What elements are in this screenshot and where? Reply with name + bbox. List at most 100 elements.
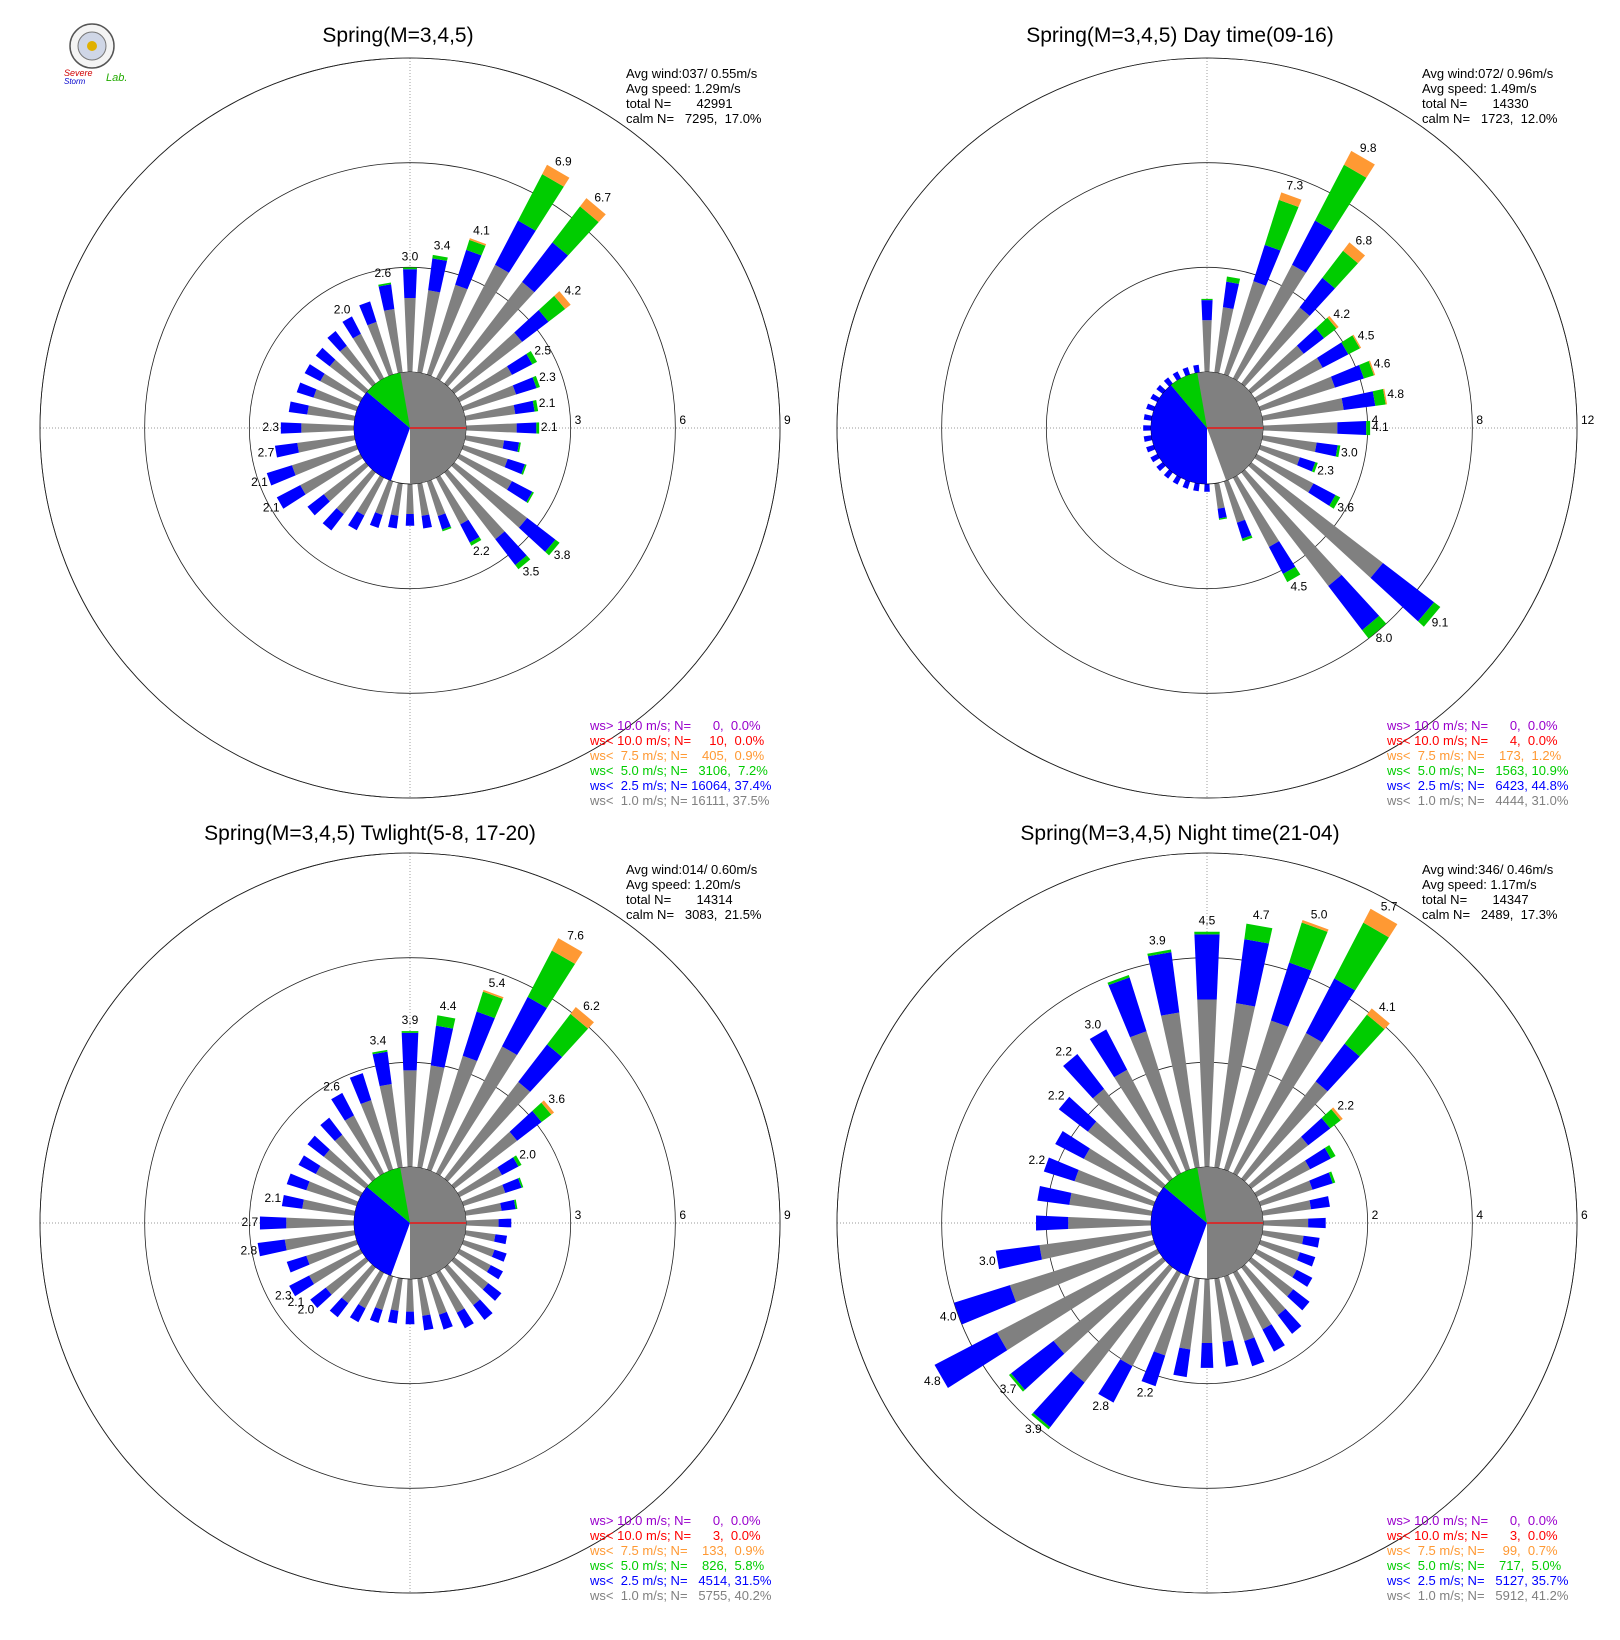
legend-entry: ws< 7.5 m/s; N= 133, 0.9% <box>589 1543 765 1558</box>
bar-segment-lt1 <box>426 479 446 517</box>
bar-segment-lt25 <box>438 1311 453 1330</box>
range-ring <box>144 957 676 1489</box>
bar-value-label: 2.8 <box>1092 1399 1109 1413</box>
bar-segment-lt25 <box>482 1283 502 1301</box>
bar-segment-lt1 <box>1083 1148 1160 1198</box>
bar-segment-lt1 <box>1130 1031 1191 1172</box>
bar-value-label: 8.0 <box>1376 631 1393 645</box>
legend-entry: ws> 10.0 m/s; N= 0, 0.0% <box>1386 718 1558 733</box>
range-ring-label: 4 <box>1476 1208 1483 1222</box>
bar-segment-lt25 <box>1146 444 1156 453</box>
bar-120 <box>457 453 534 504</box>
bar-50 <box>451 1100 555 1189</box>
bar-80 <box>464 400 539 421</box>
bar-value-label: 2.2 <box>473 544 490 558</box>
bar-280 <box>1143 414 1153 421</box>
bar-segment-lt25 <box>1222 281 1239 309</box>
bar-segment-lt5 <box>1107 974 1130 986</box>
stats-line: Avg speed: 1.20m/s <box>626 877 741 892</box>
range-ring-label: 6 <box>1581 1208 1588 1222</box>
legend-entry: ws< 7.5 m/s; N= 99, 0.7% <box>1386 1543 1558 1558</box>
bar-segment-lt5 <box>518 1177 524 1188</box>
bar-230 <box>307 462 369 516</box>
bar-segment-lt25 <box>1172 371 1182 381</box>
bar-segment-lt1 <box>1074 1169 1156 1207</box>
bar-220 <box>329 1264 376 1318</box>
bar-value-label: 4.5 <box>1291 579 1308 593</box>
bar-segment-lt25 <box>504 458 525 475</box>
bar-segment-lt25 <box>401 1032 419 1071</box>
bar-value-label: 9.8 <box>1360 141 1377 155</box>
bar-segment-lt5 <box>1359 361 1374 379</box>
bar-segment-lt1 <box>1261 398 1344 421</box>
bar-segment-lt25 <box>349 1304 366 1323</box>
bar-segment-lt1 <box>457 366 513 403</box>
bar-140 <box>1241 1264 1302 1334</box>
bar-270 <box>1143 425 1152 431</box>
bar-340 <box>1182 367 1191 377</box>
bar-value-label: 2.3 <box>539 370 556 384</box>
bar-segment-lt25 <box>1302 1235 1320 1248</box>
bar-value-label: 2.3 <box>262 420 279 434</box>
bar-value-label: 3.9 <box>402 1013 419 1027</box>
bar-250 <box>266 444 359 486</box>
bar-310 <box>1058 1096 1166 1189</box>
range-ring-label: 6 <box>679 413 686 427</box>
bar-segment-lt1 <box>341 1264 376 1304</box>
bar-segment-lt1 <box>1241 469 1342 587</box>
bar-segment-lt1 <box>1120 1270 1182 1367</box>
bar-segment-lt25 <box>403 269 417 299</box>
bar-20 <box>426 989 504 1172</box>
legend-entry: ws< 7.5 m/s; N= 405, 0.9% <box>589 748 765 763</box>
bar-230 <box>1008 1257 1166 1392</box>
bar-segment-lt5 <box>526 351 538 365</box>
bar-250 <box>953 1239 1156 1325</box>
bar-280 <box>288 401 356 421</box>
bar-value-label: 4.5 <box>1199 914 1216 928</box>
bar-segment-lt25 <box>298 1155 321 1174</box>
bar-30 <box>1232 908 1398 1176</box>
bar-segment-lt25 <box>502 1178 522 1193</box>
bar-160 <box>426 479 452 532</box>
bar-140 <box>444 1264 493 1321</box>
bar-segment-lt1 <box>1214 307 1234 374</box>
bar-40 <box>1241 242 1366 387</box>
bar-segment-lt1 <box>435 1046 518 1176</box>
bar-segment-lt1 <box>323 462 369 502</box>
range-ring <box>248 266 572 590</box>
bar-segment-lt5 <box>1366 420 1371 436</box>
bar-segment-lt1 <box>444 469 505 540</box>
bar-segment-lt25 <box>1173 1347 1191 1378</box>
bar-segment-lt1 <box>334 1134 376 1182</box>
bar-segment-lt1 <box>406 483 414 515</box>
bar-segment-lt75 <box>1383 388 1388 405</box>
bar-60 <box>1254 334 1362 403</box>
bar-segment-lt25 <box>1309 1172 1333 1190</box>
bar-120 <box>457 1248 503 1280</box>
bar-segment-lt25 <box>276 485 306 509</box>
bar-value-label: 3.6 <box>548 1092 565 1106</box>
bar-segment-lt5 <box>536 422 540 434</box>
bar-segment-lt25 <box>405 514 415 526</box>
stats-line: Avg speed: 1.49m/s <box>1422 81 1537 96</box>
bar-segment-lt1 <box>1071 1264 1173 1383</box>
bar-270 <box>280 422 355 434</box>
bar-segment-lt25 <box>512 377 537 395</box>
bar-90 <box>1262 1217 1326 1229</box>
bar-segment-lt1 <box>313 389 359 412</box>
bar-340 <box>1107 974 1191 1172</box>
bar-segment-lt5 <box>466 239 486 256</box>
bar-segment-lt5 <box>1329 494 1341 509</box>
legend-entry: ws< 2.5 m/s; N= 16064, 37.4% <box>589 778 772 793</box>
bar-segment-lt1 <box>1202 320 1212 373</box>
bar-value-label: 6.2 <box>583 999 600 1013</box>
bar-segment-lt1 <box>1241 1081 1328 1182</box>
lab-name-2: Storm <box>64 77 86 86</box>
bar-10 <box>417 1015 456 1169</box>
bar-250 <box>286 1239 359 1273</box>
bar-segment-lt25 <box>1201 300 1213 321</box>
bar-segment-lt5 <box>372 1049 388 1055</box>
bar-150 <box>435 1270 474 1329</box>
bar-segment-lt1 <box>1261 435 1317 452</box>
bar-segment-lt25 <box>1037 1185 1072 1205</box>
